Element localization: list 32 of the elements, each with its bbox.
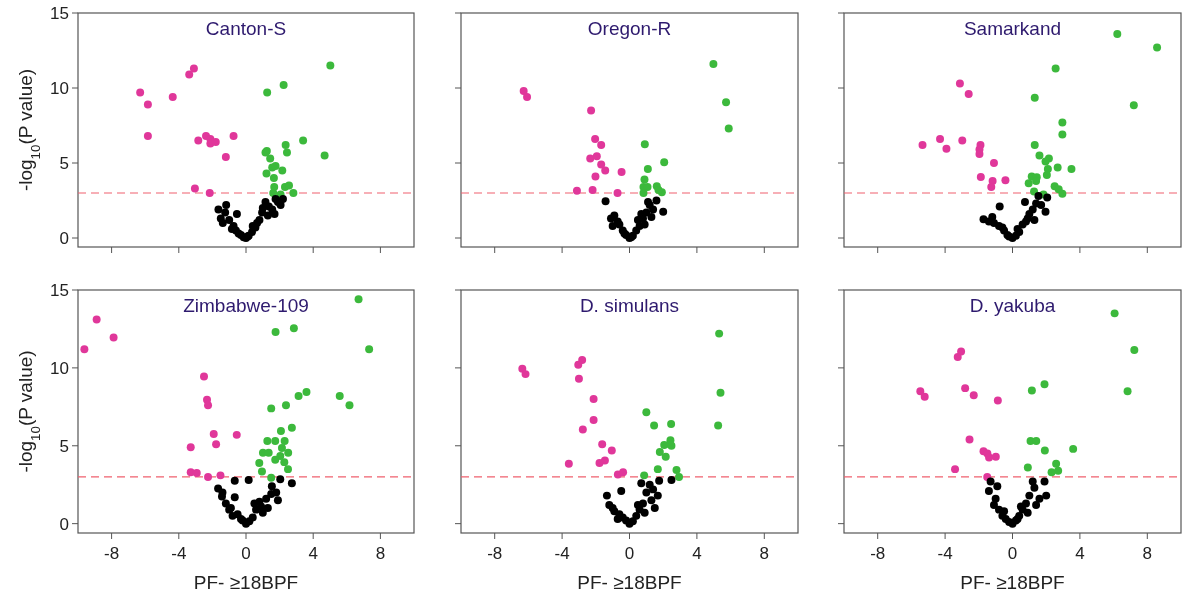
x-tick-label: 0 <box>1007 544 1018 563</box>
chart-title: D. simulans <box>579 295 680 316</box>
y-tick-label: 5 <box>59 153 69 173</box>
x-tick-label: 8 <box>1142 544 1153 563</box>
chart-title: D. yakuba <box>969 295 1056 316</box>
y-tick-label: 5 <box>59 436 69 456</box>
y-tick-label: 15 <box>50 3 69 23</box>
x-axis-title: PF- ≥18BPF <box>577 572 682 593</box>
y-tick-label: 10 <box>50 78 69 98</box>
x-tick-label: -4 <box>171 544 187 563</box>
x-tick-label: -8 <box>487 544 503 563</box>
x-axis-title: PF- ≥18BPF <box>193 572 299 593</box>
chart-title: Samarkand <box>963 18 1062 39</box>
x-tick-label: -8 <box>104 544 120 563</box>
y-tick-label: 0 <box>59 228 69 248</box>
x-tick-label: 0 <box>624 544 635 563</box>
x-tick-label: 0 <box>241 544 251 563</box>
x-tick-label: 4 <box>692 544 702 563</box>
y-tick-label: 10 <box>50 358 69 378</box>
chart-title: Oregon-R <box>587 18 672 39</box>
x-tick-label: 8 <box>375 544 386 563</box>
x-tick-label: -4 <box>937 544 953 563</box>
x-tick-label: -8 <box>870 544 886 563</box>
x-tick-label: -4 <box>554 544 570 563</box>
y-tick-label: 15 <box>50 280 69 300</box>
x-tick-label: 4 <box>308 544 318 563</box>
x-tick-label: 8 <box>759 544 770 563</box>
chart-title: Zimbabwe-109 <box>183 295 309 316</box>
chart-title: Canton-S <box>205 18 287 39</box>
x-axis-title: PF- ≥18BPF <box>960 572 1065 593</box>
y-tick-label: 0 <box>59 514 69 534</box>
x-tick-label: 4 <box>1075 544 1085 563</box>
